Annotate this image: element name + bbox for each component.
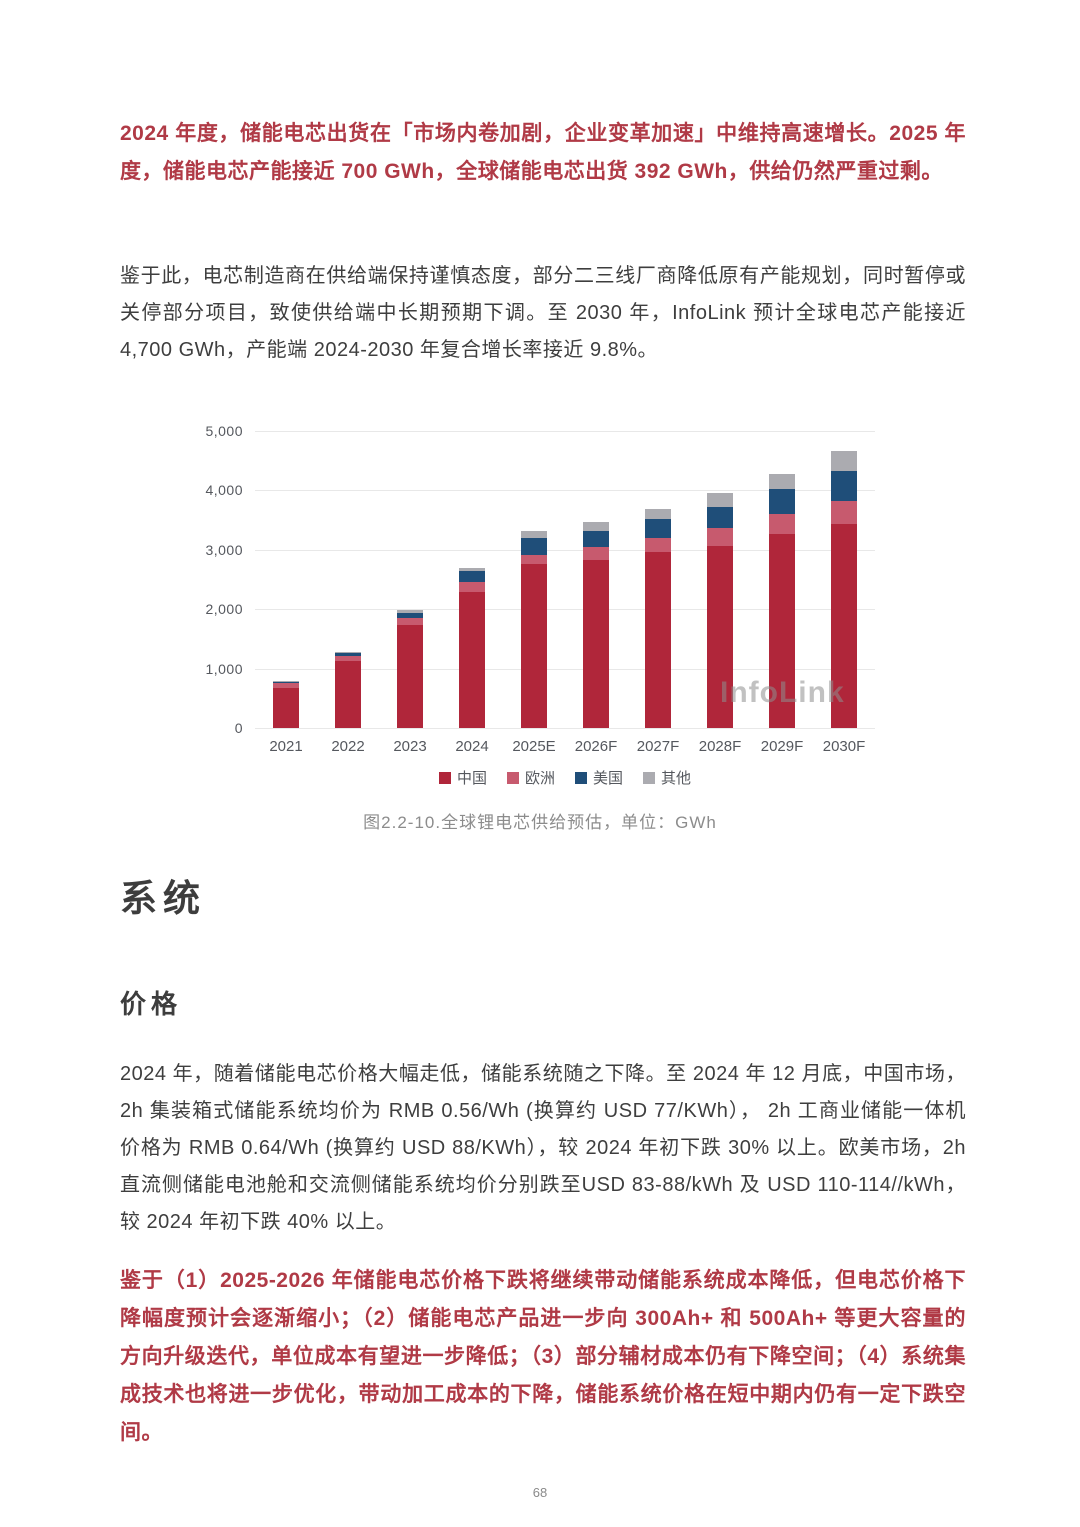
- price-analysis-paragraph: 2024 年，随着储能电芯价格大幅走低，储能系统随之下降。至 2024 年 12…: [120, 1063, 966, 1233]
- bar-segment-2028F-美国: [707, 507, 733, 528]
- chart-plot-area: InfoLink 0 1,000 2,000 3,000 4,000 5,000: [205, 423, 875, 736]
- y-tick-label: 5,000: [205, 423, 243, 439]
- bar-segment-2023-欧洲: [397, 617, 423, 625]
- bar-segment-2021-中国: [273, 688, 299, 728]
- y-tick-label: 1,000: [205, 660, 243, 677]
- bar-segment-2021-欧洲: [273, 683, 299, 689]
- legend-item-欧洲: 欧洲: [506, 767, 555, 788]
- chart-legend: 中国 欧洲 美国 其他: [255, 767, 875, 788]
- figure-caption: 图2.2-10.全球锂电芯供给预估，单位：GWh: [363, 813, 717, 832]
- bar-segment-2024-美国: [459, 571, 485, 582]
- infolink-watermark: InfoLink: [720, 676, 845, 709]
- gridline-2000: [255, 609, 875, 611]
- x-tick-label-2028F: 2028F: [698, 738, 742, 755]
- bar-segment-2026F-美国: [583, 530, 609, 547]
- legend-label: 其他: [661, 770, 692, 787]
- bar-segment-2022-其他: [335, 652, 361, 654]
- bar-segment-2022-欧洲: [335, 655, 361, 662]
- intro-highlight-paragraph: 2024 年度，储能电芯出货在「市场内卷加剧，企业变革加速」中维持高速增长。20…: [120, 122, 966, 183]
- gridline-5000: [255, 431, 875, 432]
- legend-swatch-icon: [506, 771, 519, 784]
- bar-segment-2025E-其他: [521, 530, 547, 539]
- legend-label: 中国: [456, 770, 487, 787]
- legend-label: 欧洲: [524, 770, 555, 787]
- section-title-system: 系统: [120, 878, 206, 919]
- bar-segment-2027F-欧洲: [645, 537, 671, 552]
- bar-segment-2025E-中国: [521, 564, 547, 728]
- bar-segment-2029F-中国: [769, 534, 795, 728]
- gridline-1000: [255, 668, 875, 670]
- bar-segment-2027F-美国: [645, 518, 671, 538]
- legend-swatch-icon: [643, 771, 656, 784]
- bar-segment-2024-其他: [459, 567, 485, 572]
- x-tick-label-2025E: 2025E: [512, 738, 556, 755]
- bar-segment-2029F-美国: [769, 489, 795, 514]
- legend-item-其他: 其他: [643, 767, 691, 788]
- bar-segment-2023-其他: [397, 610, 423, 613]
- bar-segment-2025E-美国: [521, 538, 547, 555]
- bar-segment-2029F-欧洲: [769, 513, 795, 535]
- legend-swatch-icon: [575, 771, 587, 784]
- bar-segment-2027F-其他: [645, 508, 671, 519]
- y-tick-label: 0: [234, 720, 243, 736]
- bar-segment-2027F-中国: [645, 551, 671, 728]
- page-number: 68: [532, 1485, 548, 1500]
- bar-segment-2021-其他: [273, 681, 299, 682]
- subsection-title-price: 价格: [120, 989, 183, 1019]
- legend-swatch-icon: [438, 771, 451, 784]
- x-tick-label-2021: 2021: [269, 738, 303, 755]
- bar-segment-2026F-中国: [583, 559, 609, 728]
- bar-segment-2028F-中国: [707, 546, 733, 728]
- y-tick-label: 3,000: [205, 541, 243, 558]
- supply-outlook-paragraph: 鉴于此，电芯制造商在供给端保持谨慎态度，部分二三线厂商降低原有产能规划，同时暂停…: [120, 265, 966, 361]
- bar-segment-2030F-欧洲: [831, 501, 857, 525]
- gridline-4000: [255, 490, 875, 492]
- bar-segment-2023-中国: [397, 624, 423, 728]
- bar-segment-2022-中国: [335, 661, 361, 728]
- bar-segment-2026F-其他: [583, 522, 609, 531]
- x-tick-label-2027F: 2027F: [636, 738, 680, 755]
- bar-segment-2026F-欧洲: [583, 546, 609, 560]
- legend-label: 美国: [593, 770, 624, 787]
- bar-segment-2023-美国: [397, 612, 423, 618]
- gridline-3000: [255, 549, 875, 551]
- bar-segment-2030F-美国: [831, 471, 857, 502]
- x-tick-label-2022: 2022: [331, 738, 365, 755]
- legend-item-美国: 美国: [575, 767, 623, 788]
- bar-segment-2028F-其他: [707, 492, 733, 508]
- bar-segment-2030F-中国: [831, 524, 857, 728]
- x-tick-label-2030F: 2030F: [822, 738, 866, 755]
- x-tick-label-2029F: 2029F: [760, 738, 804, 755]
- x-tick-label-2023: 2023: [393, 738, 427, 755]
- x-tick-label-2024: 2024: [455, 738, 489, 755]
- bar-segment-2030F-其他: [831, 450, 857, 472]
- gridline-0: [255, 728, 875, 729]
- x-tick-label-2026F: 2026F: [574, 738, 618, 755]
- bar-segment-2024-中国: [459, 591, 485, 728]
- bar-segment-2022-美国: [335, 653, 361, 656]
- price-outlook-highlight-paragraph: 鉴于（1）2025-2026 年储能电芯价格下跌将继续带动储能系统成本降低，但电…: [120, 1269, 966, 1444]
- bar-segment-2029F-其他: [769, 473, 795, 490]
- bar-segment-2024-欧洲: [459, 581, 485, 592]
- legend-item-中国: 中国: [438, 767, 487, 788]
- y-tick-label: 4,000: [205, 482, 243, 499]
- bar-segment-2025E-欧洲: [521, 554, 547, 565]
- chart-x-axis: 2021 2022 2023 2024 2025E 2026F 2027F 2028F 2029…: [255, 738, 875, 758]
- bar-segment-2021-美国: [273, 681, 299, 684]
- y-tick-label: 2,000: [205, 601, 243, 618]
- bar-segment-2028F-欧洲: [707, 527, 733, 547]
- global-cell-supply-chart: InfoLink 0 1,000 2,000 3,000 4,000 5,000 2021…: [193, 423, 883, 793]
